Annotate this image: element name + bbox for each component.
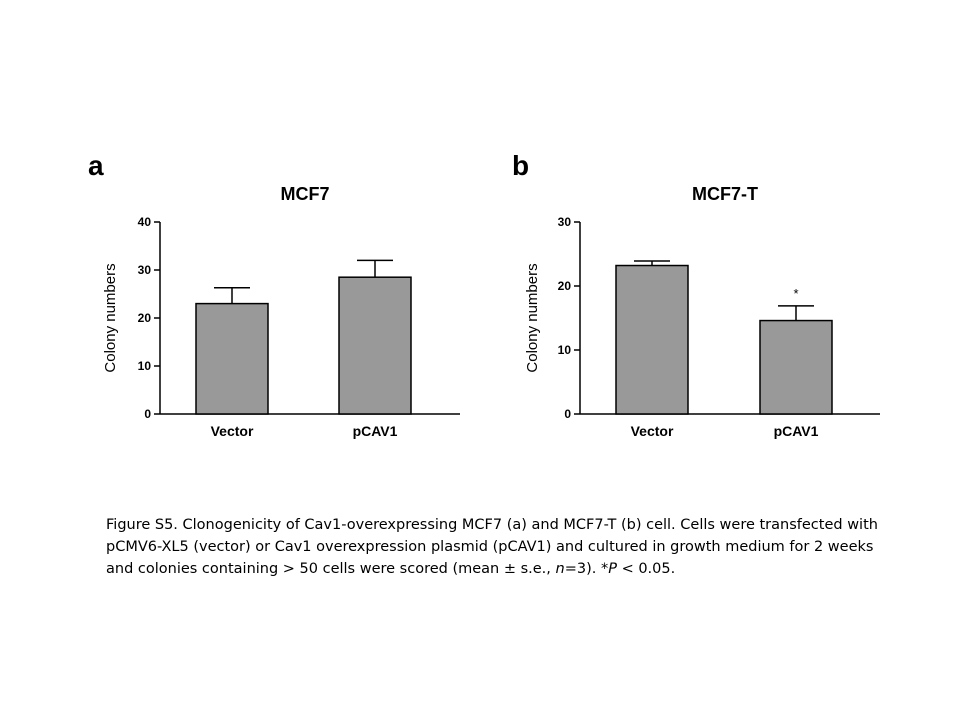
chart-title: MCF7 [281,184,330,204]
panel-letter: b [512,150,529,181]
y-axis-label: Colony numbers [102,263,119,372]
y-tick-label: 0 [564,407,571,421]
y-tick-label: 30 [558,215,572,229]
category-label: Vector [631,423,674,439]
y-tick-label: 30 [138,263,152,277]
category-label: pCAV1 [353,423,398,439]
caption-text-2: =3). * [564,561,609,577]
chart-title: MCF7-T [692,184,758,204]
bar [338,276,412,415]
caption-n-symbol: n [555,561,565,577]
y-axis-label: Colony numbers [524,263,541,372]
bar [195,302,269,415]
caption-text-3: < 0.05. [616,561,676,577]
significance-marker: * [793,286,798,301]
category-label: pCAV1 [774,423,819,439]
caption-text-1: Figure S5. Clonogenicity of Cav1-overexp… [106,517,878,577]
y-tick-label: 20 [558,279,572,293]
y-tick-label: 40 [138,215,152,229]
chart-a: a MCF7 Colony numbers 0 10 20 30 40 Vector pCAV1 [88,150,460,439]
y-tick-label: 10 [558,343,572,357]
panel-letter: a [88,150,104,181]
chart-b: b MCF7-T Colony numbers 0 10 20 30 Vector pCAV1 * [512,150,880,439]
y-tick-label: 0 [144,407,151,421]
y-tick-label: 10 [138,359,152,373]
category-label: Vector [211,423,254,439]
y-tick-label: 20 [138,311,152,325]
bar [615,264,689,415]
bar [759,319,833,415]
caption-p-symbol: P [608,561,617,577]
figure-caption: Figure S5. Clonogenicity of Cav1-overexp… [106,514,896,580]
